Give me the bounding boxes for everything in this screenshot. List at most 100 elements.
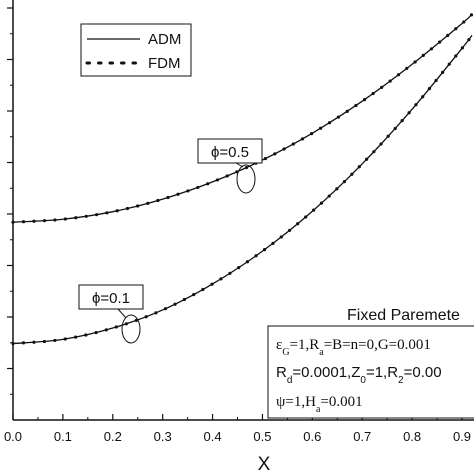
data-point-phi01 bbox=[407, 111, 411, 115]
marker-layer bbox=[11, 13, 474, 346]
data-point-phi01 bbox=[104, 328, 108, 332]
legend-frame bbox=[80, 23, 192, 77]
data-point-phi01 bbox=[271, 241, 275, 245]
data-point-phi01 bbox=[63, 337, 67, 341]
data-point-phi01 bbox=[379, 142, 383, 146]
data-point-phi05 bbox=[354, 103, 358, 108]
data-point-phi01 bbox=[237, 266, 241, 270]
annotation-phi-0-1-label: ϕ=0.1 bbox=[92, 290, 130, 307]
data-point-phi01 bbox=[279, 235, 283, 239]
annotation-phi-0-5-box bbox=[197, 138, 263, 164]
data-point-phi01 bbox=[163, 307, 168, 311]
data-point-phi01 bbox=[357, 165, 361, 169]
data-point-phi01 bbox=[173, 302, 177, 306]
data-point-phi01 bbox=[427, 87, 431, 91]
data-point-phi01 bbox=[287, 228, 292, 233]
x-tick-label: 0.9 bbox=[453, 429, 471, 444]
parameters-frame bbox=[267, 325, 474, 419]
data-point-phi01 bbox=[447, 62, 451, 66]
data-point-phi01 bbox=[245, 260, 250, 264]
data-point-phi01 bbox=[327, 194, 331, 198]
legend-fdm-label: FDM bbox=[148, 55, 181, 72]
data-point-phi01 bbox=[386, 134, 390, 138]
parameters-box: Fixed Paremete εG=1,Ra=B=n=0,G=0.001 Rd=… bbox=[267, 307, 474, 419]
data-point-phi01 bbox=[421, 95, 425, 99]
data-point-phi05 bbox=[206, 182, 210, 186]
data-point-phi05 bbox=[405, 66, 409, 70]
data-point-phi05 bbox=[318, 126, 323, 130]
data-point-phi01 bbox=[335, 187, 339, 191]
x-tick-label: 0.1 bbox=[54, 429, 72, 444]
data-point-phi05 bbox=[186, 189, 190, 193]
x-tick-label: 0.0 bbox=[4, 429, 22, 444]
data-point-phi01 bbox=[201, 287, 205, 292]
data-point-phi05 bbox=[53, 218, 57, 222]
data-point-phi05 bbox=[136, 204, 140, 208]
data-point-phi05 bbox=[74, 216, 78, 220]
data-point-phi05 bbox=[63, 217, 67, 221]
data-point-phi05 bbox=[282, 147, 286, 151]
data-point-phi05 bbox=[32, 219, 36, 223]
data-point-phi05 bbox=[388, 79, 392, 83]
data-point-phi05 bbox=[429, 47, 434, 51]
x-tick-label: 0.2 bbox=[104, 429, 122, 444]
x-axis-tick-labels: 0.0 0.1 0.2 0.3 0.4 0.5 0.6 0.7 0.8 0.9 bbox=[4, 429, 471, 444]
data-point-phi05 bbox=[166, 195, 170, 200]
x-tick-label: 0.5 bbox=[253, 429, 271, 444]
data-point-phi05 bbox=[454, 27, 458, 31]
data-point-phi01 bbox=[144, 315, 148, 319]
data-point-phi05 bbox=[396, 73, 401, 77]
x-axis-title: X bbox=[258, 454, 271, 474]
annotation-phi-0-5-ellipse bbox=[236, 164, 256, 194]
data-point-phi05 bbox=[336, 115, 341, 119]
data-point-phi01 bbox=[350, 172, 354, 176]
data-point-phi05 bbox=[84, 214, 88, 218]
data-point-phi01 bbox=[467, 37, 471, 42]
data-point-phi05 bbox=[115, 209, 119, 213]
data-point-phi05 bbox=[371, 91, 375, 96]
data-point-phi05 bbox=[300, 137, 305, 141]
data-point-phi05 bbox=[421, 53, 425, 58]
data-point-phi01 bbox=[400, 119, 404, 123]
data-point-phi01 bbox=[84, 333, 88, 337]
legend-adm-label: ADM bbox=[148, 31, 181, 48]
data-point-phi01 bbox=[53, 338, 57, 343]
data-point-phi01 bbox=[441, 70, 445, 74]
data-point-phi01 bbox=[228, 271, 232, 275]
data-point-phi05 bbox=[437, 40, 442, 44]
parameters-line-2: Rd=0.0001,Z0=1,R2=0.00 bbox=[276, 364, 442, 386]
x-tick-label: 0.8 bbox=[403, 429, 421, 444]
x-tick-label: 0.3 bbox=[154, 429, 172, 444]
data-point-phi05 bbox=[146, 201, 150, 205]
data-point-phi05 bbox=[176, 192, 180, 196]
data-point-phi01 bbox=[21, 341, 26, 345]
annotation-phi-0-1-leader bbox=[117, 308, 127, 319]
data-point-phi01 bbox=[254, 254, 258, 258]
data-point-phi05 bbox=[469, 13, 474, 17]
x-tick-label: 0.4 bbox=[204, 429, 222, 444]
data-point-phi01 bbox=[434, 78, 438, 83]
data-point-phi05 bbox=[362, 97, 367, 102]
data-point-phi01 bbox=[296, 222, 300, 226]
data-point-phi05 bbox=[125, 206, 130, 211]
data-point-phi05 bbox=[446, 33, 450, 38]
data-point-phi01 bbox=[342, 179, 347, 184]
parameters-line-3: ψ=1,Ha=0.001 bbox=[276, 394, 363, 415]
data-point-phi05 bbox=[94, 213, 99, 217]
data-point-phi01 bbox=[454, 54, 458, 58]
data-point-phi01 bbox=[304, 215, 308, 219]
data-point-phi01 bbox=[11, 341, 15, 346]
data-point-phi01 bbox=[94, 330, 98, 335]
data-point-phi05 bbox=[462, 20, 466, 24]
data-point-phi05 bbox=[215, 178, 220, 182]
parameters-title: Fixed Paremete bbox=[347, 307, 460, 324]
plot-area bbox=[12, 0, 474, 421]
data-point-phi01 bbox=[32, 340, 36, 344]
data-point-phi05 bbox=[309, 131, 314, 136]
data-point-phi01 bbox=[393, 126, 397, 131]
annotation-phi-0-5: ϕ=0.5 bbox=[197, 138, 263, 194]
annotation-phi-0-5-label: ϕ=0.5 bbox=[211, 144, 249, 161]
parameters-line-1: εG=1,Ra=B=n=0,G=0.001 bbox=[276, 337, 431, 358]
data-point-phi01 bbox=[372, 150, 376, 154]
